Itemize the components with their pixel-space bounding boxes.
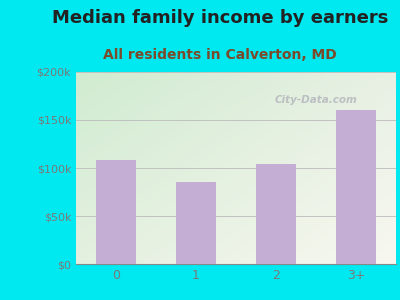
Bar — [256, 164, 296, 264]
Text: City-Data.com: City-Data.com — [274, 95, 357, 105]
Bar — [176, 182, 216, 264]
Text: All residents in Calverton, MD: All residents in Calverton, MD — [103, 48, 337, 62]
Bar — [336, 110, 376, 264]
Text: Median family income by earners: Median family income by earners — [52, 9, 388, 27]
Bar — [96, 160, 136, 264]
